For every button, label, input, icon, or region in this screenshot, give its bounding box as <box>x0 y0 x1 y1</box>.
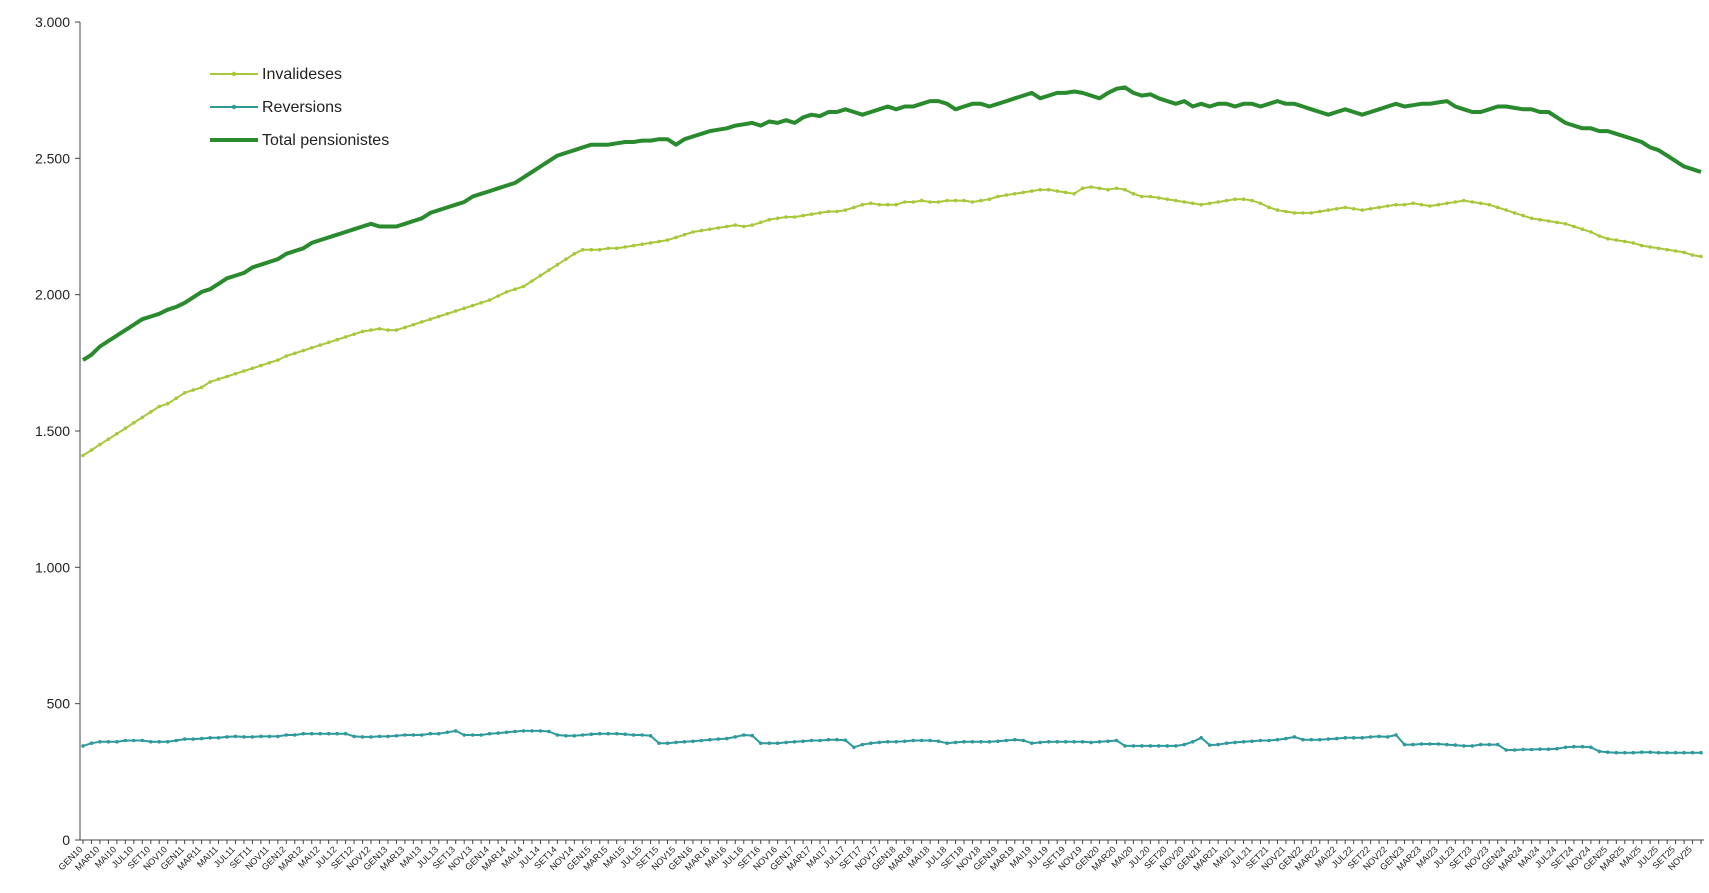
series-line <box>81 729 1703 755</box>
legend-marker <box>231 71 237 77</box>
y-tick-label: 2.500 <box>35 150 70 166</box>
series-line <box>81 185 1703 458</box>
y-tick-label: 1.000 <box>35 559 70 575</box>
y-tick-label: 2.000 <box>35 287 70 303</box>
legend-label: Reversions <box>262 99 342 116</box>
y-tick-label: 1.500 <box>35 423 70 439</box>
y-tick-label: 0 <box>62 832 70 848</box>
y-tick-label: 500 <box>47 696 71 712</box>
legend-label: Invalideses <box>262 66 342 83</box>
y-tick-label: 3.000 <box>35 14 70 30</box>
legend-marker <box>231 104 237 110</box>
series-line <box>81 85 1702 362</box>
legend-label: Total pensionistes <box>262 132 389 149</box>
